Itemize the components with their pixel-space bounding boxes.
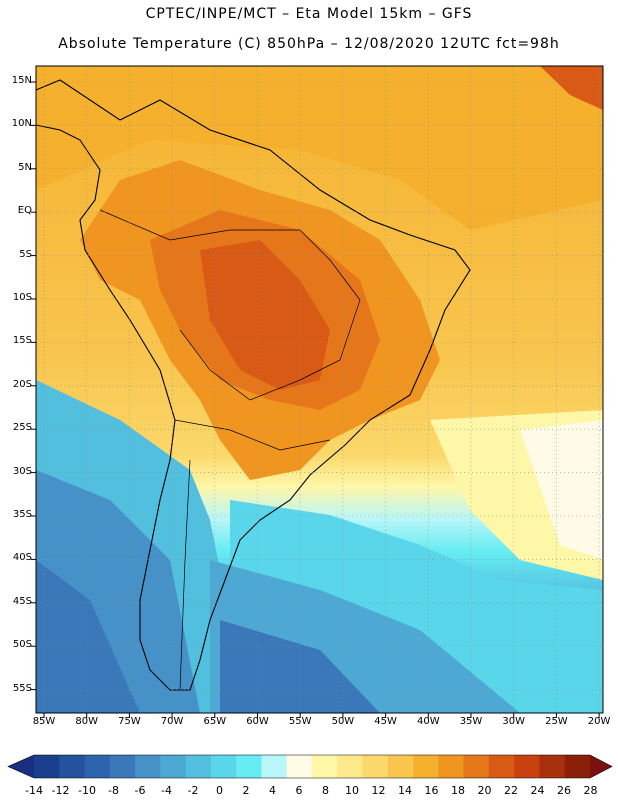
lon-label: 45W [374,716,397,727]
colorbar-swatch [236,755,262,778]
lat-label: 50S [12,639,32,651]
colorbar-swatch [261,755,288,778]
lon-label: 55W [288,716,312,727]
lat-label: 15S [12,335,32,347]
lat-label: 5N [18,161,32,173]
colorbar-label: 0 [216,784,223,797]
colorbar-swatch [438,755,465,778]
map-frame [35,65,604,714]
colorbar-label: -6 [134,784,146,797]
lon-label: 65W [203,716,227,727]
lat-label: EQ [17,205,32,217]
lon-label: 35W [459,716,483,727]
lat-label: 10S [12,292,32,303]
lat-label: 30S [12,465,32,477]
lon-label: 25W [545,716,568,727]
colorbar-swatch [463,755,490,778]
colorbar-label: 24 [530,784,545,797]
title-line-1: CPTEC/INPE/MCT – Eta Model 15km – GFS [145,6,473,22]
colorbar-label: 6 [295,784,303,797]
lon-label: 50W [331,716,355,727]
lon-label: 40W [416,716,440,727]
colorbar-label: 16 [424,784,439,797]
colorbar-swatch [135,755,161,778]
map-field [36,66,603,713]
colorbar-label: -12 [51,784,70,797]
lon-label: 85W [32,716,56,727]
colorbar-label: 26 [557,784,571,797]
graticule [36,66,603,713]
colorbar-swatch [564,755,591,778]
colorbar-swatch [337,755,364,778]
colorbar-high-arrow [590,755,612,778]
title-line-2: Absolute Temperature (C) 850hPa – 12/08/… [58,36,560,52]
lat-label: 5S [19,248,32,260]
colorbar-swatch [413,755,439,778]
lon-label: 80W [75,716,98,727]
colorbar-label: -14 [25,784,43,797]
colorbar-label: -4 [161,784,172,797]
colorbar-label: 22 [504,784,518,797]
colorbar-swatch [362,755,389,778]
colorbar-swatch [185,755,212,778]
colorbar-label: -2 [187,784,199,797]
lat-label: 40S [12,552,32,564]
colorbar-label: -10 [78,784,96,797]
lon-label: 30W [502,716,525,727]
lat-label: 45S [12,595,32,607]
colorbar-label: 18 [451,784,465,797]
lat-label: 55S [12,682,32,694]
lat-label: 20S [12,378,32,390]
lon-label: 70W [160,716,184,727]
lon-label: 20W [587,716,611,727]
colorbar-label: 14 [398,784,412,797]
colorbar-swatch [59,755,86,778]
colorbar-swatch [387,755,414,778]
colorbar-label: 10 [345,784,359,797]
colorbar [7,754,613,779]
colorbar-swatch [539,755,566,778]
colorbar-label: 8 [322,784,329,797]
colorbar-label: 4 [269,784,276,797]
colorbar-label: -8 [108,784,119,797]
colorbar-swatch [286,755,313,778]
lat-label: 25S [12,422,32,434]
colorbar-label: 12 [371,784,386,797]
lat-label: 10N [11,118,32,130]
colorbar-swatch [210,755,237,778]
colorbar-swatch [312,755,338,778]
lon-label: 60W [246,716,269,727]
lat-label: 15N [11,75,32,86]
colorbar-swatch [34,755,60,778]
lat-label: 35S [12,509,32,520]
colorbar-swatch [109,755,136,778]
colorbar-swatch [488,755,515,778]
colorbar-swatch [84,755,111,778]
colorbar-swatch [160,755,187,778]
colorbar-low-arrow [8,755,34,778]
colorbar-label: 20 [477,784,492,797]
colorbar-swatch [514,755,540,778]
colorbar-label: 28 [583,784,598,797]
lon-label: 75W [118,716,141,727]
colorbar-label: 2 [242,784,250,797]
